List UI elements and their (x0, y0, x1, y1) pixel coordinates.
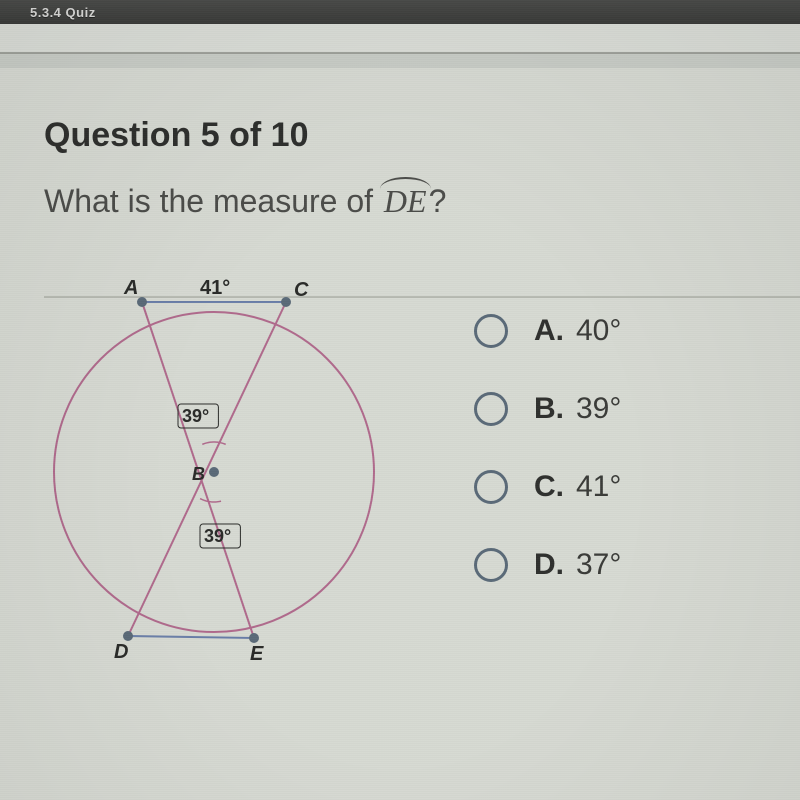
radio-a[interactable] (474, 314, 508, 348)
choice-d-value: 37° (576, 548, 621, 582)
geometry-svg: A 41° C 39° B 39° D E (44, 254, 404, 674)
arc-symbol: DE (382, 183, 429, 220)
question-prompt: What is the measure of DE ? (44, 183, 760, 220)
prompt-suffix: ? (429, 183, 447, 219)
question-header: Question 5 of 10 (44, 116, 760, 155)
svg-text:A: A (123, 277, 138, 299)
radio-d[interactable] (474, 548, 508, 582)
svg-text:B: B (192, 464, 205, 484)
choice-b-value: 39° (576, 392, 621, 426)
answer-choices: A. 40° B. 39° C. 41° D. 37° (474, 314, 621, 626)
prompt-prefix: What is the measure of (44, 183, 382, 219)
choice-c-value: 41° (576, 470, 621, 504)
svg-text:39°: 39° (182, 406, 209, 426)
svg-text:D: D (114, 641, 128, 663)
choice-d-letter: D. (534, 548, 564, 582)
toolbar-strip (0, 24, 800, 54)
choice-a[interactable]: A. 40° (474, 314, 621, 348)
choice-a-letter: A. (534, 314, 564, 348)
choice-c[interactable]: C. 41° (474, 470, 621, 504)
svg-text:E: E (250, 643, 264, 665)
window-topbar: 5.3.4 Quiz (0, 0, 800, 24)
choice-d[interactable]: D. 37° (474, 548, 621, 582)
svg-text:41°: 41° (200, 277, 230, 299)
choice-b[interactable]: B. 39° (474, 392, 621, 426)
radio-b[interactable] (474, 392, 508, 426)
choice-c-letter: C. (534, 470, 564, 504)
choice-a-value: 40° (576, 314, 621, 348)
svg-text:39°: 39° (204, 526, 231, 546)
question-page: Question 5 of 10 What is the measure of … (0, 68, 800, 800)
diagram: A 41° C 39° B 39° D E (44, 254, 414, 674)
quiz-screenshot: 5.3.4 Quiz Question 5 of 10 What is the … (0, 0, 800, 800)
content-row: A 41° C 39° B 39° D E A. 40° B. 39° C. 41° (44, 254, 760, 674)
radio-c[interactable] (474, 470, 508, 504)
choice-b-letter: B. (534, 392, 564, 426)
topbar-title: 5.3.4 Quiz (30, 5, 96, 20)
svg-text:C: C (294, 279, 309, 301)
